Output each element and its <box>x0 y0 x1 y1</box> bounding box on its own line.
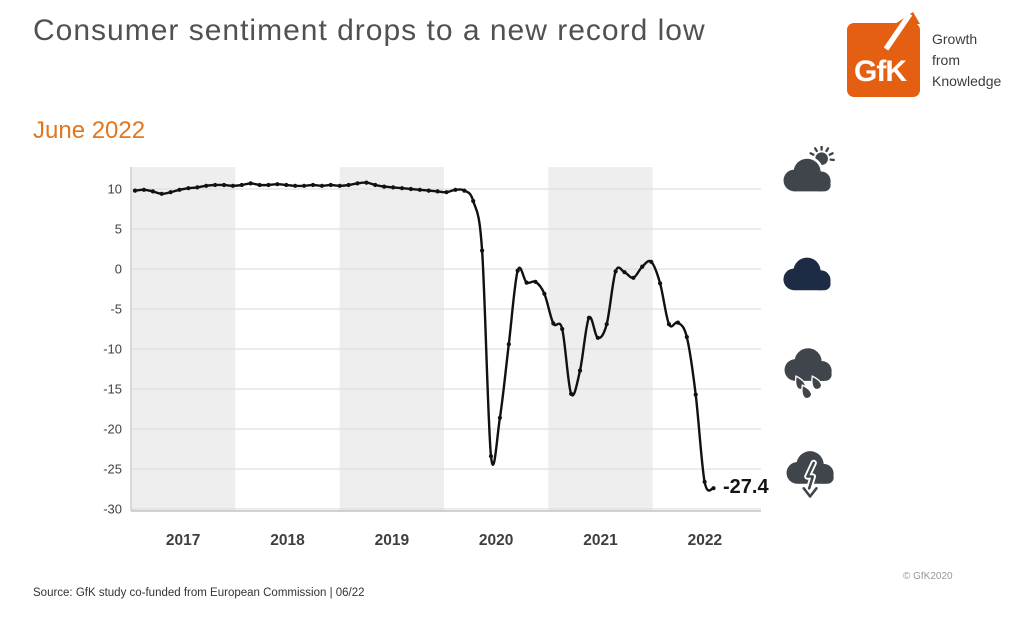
data-point <box>240 183 244 187</box>
data-point <box>177 188 181 192</box>
data-point <box>596 336 600 340</box>
x-tick-label: 2019 <box>375 532 410 549</box>
data-point <box>409 187 413 191</box>
data-point <box>560 327 564 331</box>
data-point <box>364 181 368 185</box>
cloud-icon <box>778 244 836 302</box>
data-point <box>320 184 324 188</box>
data-point <box>427 189 431 193</box>
data-point <box>640 265 644 269</box>
data-point <box>142 188 146 192</box>
data-point <box>703 480 707 484</box>
data-point <box>569 392 573 396</box>
data-point <box>507 342 511 346</box>
data-point <box>186 186 190 190</box>
data-point <box>676 321 680 325</box>
y-tick-label: -30 <box>103 502 122 517</box>
data-point <box>444 190 448 194</box>
data-point <box>649 260 653 264</box>
data-point <box>231 184 235 188</box>
y-tick-label: 10 <box>108 182 122 197</box>
data-point <box>462 189 466 193</box>
data-point <box>605 322 609 326</box>
y-tick-label: -15 <box>103 382 122 397</box>
data-point <box>222 183 226 187</box>
data-point <box>436 189 440 193</box>
x-tick-label: 2018 <box>270 532 305 549</box>
data-point <box>480 249 484 253</box>
data-point <box>631 276 635 280</box>
data-point <box>382 185 386 189</box>
year-band <box>340 167 444 511</box>
data-point <box>498 416 502 420</box>
data-point <box>658 281 662 285</box>
data-point <box>667 322 671 326</box>
data-point <box>266 183 270 187</box>
data-point <box>275 182 279 186</box>
copyright-text: © GfK2020 <box>903 571 953 582</box>
data-point <box>195 185 199 189</box>
sun-behind-cloud-icon <box>779 146 837 204</box>
data-point <box>151 189 155 193</box>
data-point <box>614 269 618 273</box>
data-point <box>169 190 173 194</box>
data-point <box>347 183 351 187</box>
data-point <box>249 181 253 185</box>
data-point <box>204 184 208 188</box>
data-point <box>453 188 457 192</box>
data-point <box>516 269 520 273</box>
data-point <box>471 199 475 203</box>
data-point <box>525 281 529 285</box>
y-tick-label: 0 <box>115 262 122 277</box>
rain-cloud-icon <box>780 341 838 399</box>
data-point <box>258 183 262 187</box>
data-point <box>551 321 555 325</box>
data-point <box>587 316 591 320</box>
x-tick-label: 2017 <box>166 532 200 549</box>
data-point <box>373 183 377 187</box>
data-point <box>578 369 582 373</box>
data-point <box>685 335 689 339</box>
data-point <box>133 189 137 193</box>
y-tick-label: -10 <box>103 342 122 357</box>
data-point <box>213 183 217 187</box>
data-point <box>293 184 297 188</box>
storm-cloud-down-arrow-icon <box>782 443 840 501</box>
data-point <box>694 393 698 397</box>
data-point <box>311 183 315 187</box>
data-point <box>622 270 626 274</box>
y-tick-label: -5 <box>110 302 122 317</box>
data-point <box>302 184 306 188</box>
data-point <box>391 185 395 189</box>
y-tick-label: -20 <box>103 422 122 437</box>
data-point <box>338 184 342 188</box>
x-tick-label: 2021 <box>583 532 618 549</box>
x-tick-label: 2020 <box>479 532 513 549</box>
end-value-label: -27.4 <box>723 476 769 499</box>
data-point <box>489 454 493 458</box>
data-point <box>160 192 164 196</box>
x-tick-label: 2022 <box>688 532 722 549</box>
data-point <box>400 186 404 190</box>
y-tick-label: 5 <box>115 222 122 237</box>
data-point <box>355 181 359 185</box>
data-point <box>542 292 546 296</box>
data-point <box>418 188 422 192</box>
data-point <box>711 486 715 490</box>
data-point <box>329 183 333 187</box>
year-band <box>131 167 235 511</box>
data-point <box>284 183 288 187</box>
data-point <box>533 280 537 284</box>
source-text: Source: GfK study co-funded from Europea… <box>33 587 365 599</box>
y-tick-label: -25 <box>103 462 122 477</box>
